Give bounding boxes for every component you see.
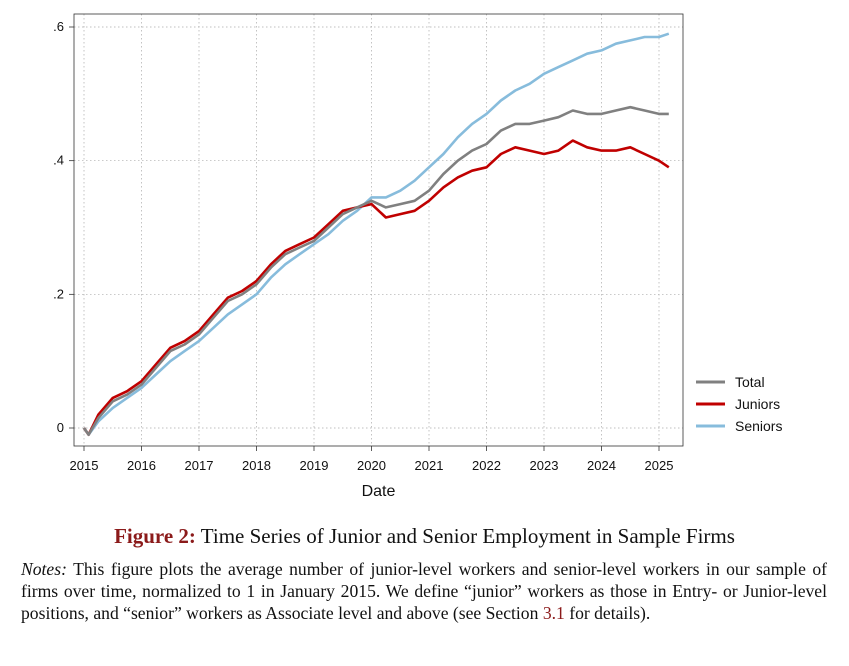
figure-title: Time Series of Junior and Senior Employm… bbox=[200, 524, 735, 548]
x-tick-label: 2020 bbox=[357, 458, 386, 473]
x-tick-label: 2016 bbox=[127, 458, 156, 473]
series-lines bbox=[82, 32, 670, 436]
section-reference-link[interactable]: 3.1 bbox=[542, 603, 565, 623]
x-tick-label: 2024 bbox=[587, 458, 616, 473]
x-tick-label: 2015 bbox=[70, 458, 99, 473]
notes-text-2: for details). bbox=[564, 603, 651, 623]
line-chart: 2015 2016 2017 2018 2019 2020 2021 2022 2023 2024… bbox=[53, 13, 782, 500]
figure-label: Figure 2: bbox=[114, 524, 196, 548]
y-axis: 0 .2 .4 .6 bbox=[53, 19, 74, 435]
y-tick-label: .2 bbox=[53, 286, 64, 301]
y-tick-label: 0 bbox=[57, 420, 64, 435]
legend-label-total: Total bbox=[735, 374, 765, 390]
series-line-seniors bbox=[82, 32, 670, 436]
notes-text-1: This figure plots the average number of … bbox=[21, 559, 827, 623]
x-axis: 2015 2016 2017 2018 2019 2020 2021 2022 2023 2024… bbox=[70, 446, 674, 473]
x-tick-label: 2019 bbox=[300, 458, 329, 473]
figure-notes: Notes: This figure plots the average num… bbox=[21, 558, 827, 624]
y-tick-label: .6 bbox=[53, 19, 64, 34]
plot-frame bbox=[73, 13, 684, 447]
x-tick-label: 2022 bbox=[472, 458, 501, 473]
x-tick-label: 2021 bbox=[415, 458, 444, 473]
legend: Total Juniors Seniors bbox=[696, 374, 782, 434]
x-axis-label: Date bbox=[362, 483, 396, 500]
x-tick-label: 2023 bbox=[530, 458, 559, 473]
x-tick-label: 2018 bbox=[242, 458, 271, 473]
x-tick-label: 2017 bbox=[185, 458, 214, 473]
x-tick-label: 2025 bbox=[645, 458, 674, 473]
series-line-total bbox=[82, 105, 669, 436]
legend-label-seniors: Seniors bbox=[735, 418, 782, 434]
legend-label-juniors: Juniors bbox=[735, 396, 780, 412]
y-tick-label: .4 bbox=[53, 153, 64, 168]
figure-caption: Figure 2: Time Series of Junior and Seni… bbox=[0, 524, 849, 549]
grid-lines bbox=[74, 14, 683, 446]
notes-label: Notes: bbox=[21, 559, 67, 579]
series-line-juniors bbox=[82, 139, 670, 436]
